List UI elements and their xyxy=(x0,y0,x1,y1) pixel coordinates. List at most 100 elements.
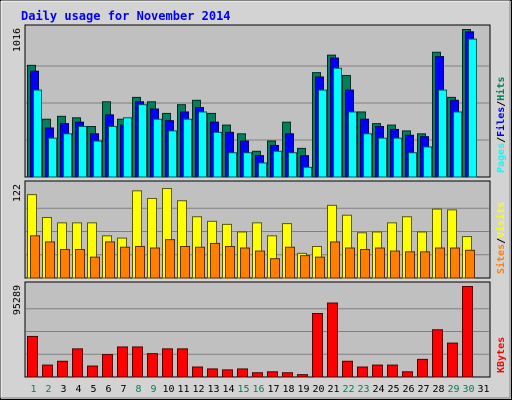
bar-pages-day-4 xyxy=(78,126,87,178)
day-label-7: 7 xyxy=(120,384,126,395)
bar-pages-day-8 xyxy=(138,104,147,178)
bar-sites-day-25 xyxy=(390,250,400,279)
bar-kbytes-day-6 xyxy=(102,354,113,378)
series-kbytes xyxy=(27,286,473,378)
bar-pages-day-14 xyxy=(228,152,237,178)
bar-sites-day-13 xyxy=(210,242,220,279)
bar-kbytes-day-10 xyxy=(162,348,173,378)
legend-separator: / xyxy=(496,101,507,107)
bar-pages-day-24 xyxy=(378,137,387,178)
legend-files: Files xyxy=(495,107,507,137)
bar-pages-day-23 xyxy=(363,133,372,178)
bar-kbytes-day-25 xyxy=(387,364,398,378)
bar-pages-day-1 xyxy=(33,89,42,178)
bar-sites-day-26 xyxy=(405,251,415,279)
legend-separator: / xyxy=(496,137,507,143)
panel-kbytes: 95289 KBytes xyxy=(12,281,507,378)
bar-sites-day-17 xyxy=(270,258,280,279)
day-label-11: 11 xyxy=(177,384,189,395)
bar-kbytes-day-3 xyxy=(57,360,68,378)
day-label-5: 5 xyxy=(90,384,96,395)
day-label-1: 1 xyxy=(30,384,36,395)
legend-separator: / xyxy=(496,238,507,244)
bar-kbytes-day-18 xyxy=(282,372,293,378)
bar-pages-day-9 xyxy=(153,118,162,178)
bar-sites-day-16 xyxy=(255,250,265,279)
bar-kbytes-day-15 xyxy=(237,368,248,378)
bar-sites-day-27 xyxy=(420,251,430,279)
bar-pages-day-18 xyxy=(288,152,297,178)
day-label-8: 8 xyxy=(135,384,141,395)
bar-pages-day-26 xyxy=(408,152,417,178)
day-label-16: 16 xyxy=(252,384,264,395)
bar-kbytes-day-30 xyxy=(462,286,473,378)
bar-kbytes-day-7 xyxy=(117,346,128,378)
day-label-17: 17 xyxy=(267,384,279,395)
bar-pages-day-7 xyxy=(123,117,132,178)
bar-pages-day-15 xyxy=(243,152,252,178)
day-label-23: 23 xyxy=(357,384,369,395)
bar-kbytes-day-17 xyxy=(267,371,278,378)
day-label-24: 24 xyxy=(372,384,384,395)
day-label-9: 9 xyxy=(150,384,156,395)
bar-pages-day-5 xyxy=(93,140,102,178)
bar-pages-day-10 xyxy=(168,130,177,178)
day-label-26: 26 xyxy=(402,384,414,395)
bar-pages-day-12 xyxy=(198,111,207,178)
panel-hits-files-pages-legend: Pages/Files/Hits xyxy=(495,77,507,173)
bar-pages-day-30 xyxy=(468,38,477,178)
bar-kbytes-day-5 xyxy=(87,365,98,378)
bar-sites-day-12 xyxy=(195,246,205,279)
bar-sites-day-2 xyxy=(45,241,55,279)
bar-kbytes-day-14 xyxy=(222,369,233,378)
bar-sites-day-9 xyxy=(150,247,160,279)
bar-pages-day-6 xyxy=(108,126,117,178)
bar-kbytes-day-11 xyxy=(177,348,188,378)
bar-sites-day-29 xyxy=(450,247,460,279)
panel-visits-sites: 122 Sites/Visits xyxy=(12,180,507,279)
day-label-19: 19 xyxy=(297,384,309,395)
bar-kbytes-day-12 xyxy=(192,366,203,378)
bar-kbytes-day-1 xyxy=(27,335,38,378)
bar-sites-day-19 xyxy=(300,255,310,279)
panel-kbytes-ymax-label: 95289 xyxy=(12,285,23,315)
bar-sites-day-15 xyxy=(240,247,250,279)
bar-pages-day-22 xyxy=(348,111,357,178)
bar-pages-day-20 xyxy=(318,89,327,178)
day-label-31: 31 xyxy=(477,384,489,395)
bar-sites-day-22 xyxy=(345,247,355,279)
bar-sites-day-14 xyxy=(225,245,235,279)
bar-pages-day-28 xyxy=(438,89,447,178)
bar-sites-day-23 xyxy=(360,249,370,279)
bar-sites-day-6 xyxy=(105,241,115,279)
day-label-6: 6 xyxy=(105,384,111,395)
day-label-4: 4 xyxy=(75,384,81,395)
bar-kbytes-day-23 xyxy=(357,366,368,378)
bar-pages-day-16 xyxy=(258,162,267,178)
day-label-21: 21 xyxy=(327,384,339,395)
bar-kbytes-day-22 xyxy=(342,360,353,378)
bar-sites-day-24 xyxy=(375,247,385,279)
bar-pages-day-25 xyxy=(393,137,402,178)
bar-pages-day-17 xyxy=(273,150,282,178)
panel-visits-sites-legend: Sites/Visits xyxy=(495,202,507,274)
bar-pages-day-21 xyxy=(333,67,342,178)
bar-pages-day-29 xyxy=(453,111,462,178)
day-axis-labels: 1 2 3 4 5 6 7 8 9 10 11 12 13 14 15 16 17 18 19 20 21 22 23 24 2… xyxy=(30,384,489,395)
bar-sites-day-20 xyxy=(315,256,325,279)
bar-kbytes-day-2 xyxy=(42,364,53,378)
bar-kbytes-day-8 xyxy=(132,346,143,378)
legend-hits: Hits xyxy=(495,77,507,101)
chart-panels: 1016Pages/Files/Hits122Sites/Visits95289… xyxy=(12,24,507,378)
bar-sites-day-21 xyxy=(330,241,340,279)
legend-pages: Pages xyxy=(496,143,507,173)
day-label-30: 30 xyxy=(462,384,474,395)
panel-hits-files-pages-ymax-label: 1016 xyxy=(12,28,23,52)
bar-sites-day-1 xyxy=(30,235,40,279)
bar-pages-day-2 xyxy=(48,137,57,178)
legend-sites: Sites xyxy=(495,244,507,274)
day-label-12: 12 xyxy=(192,384,204,395)
